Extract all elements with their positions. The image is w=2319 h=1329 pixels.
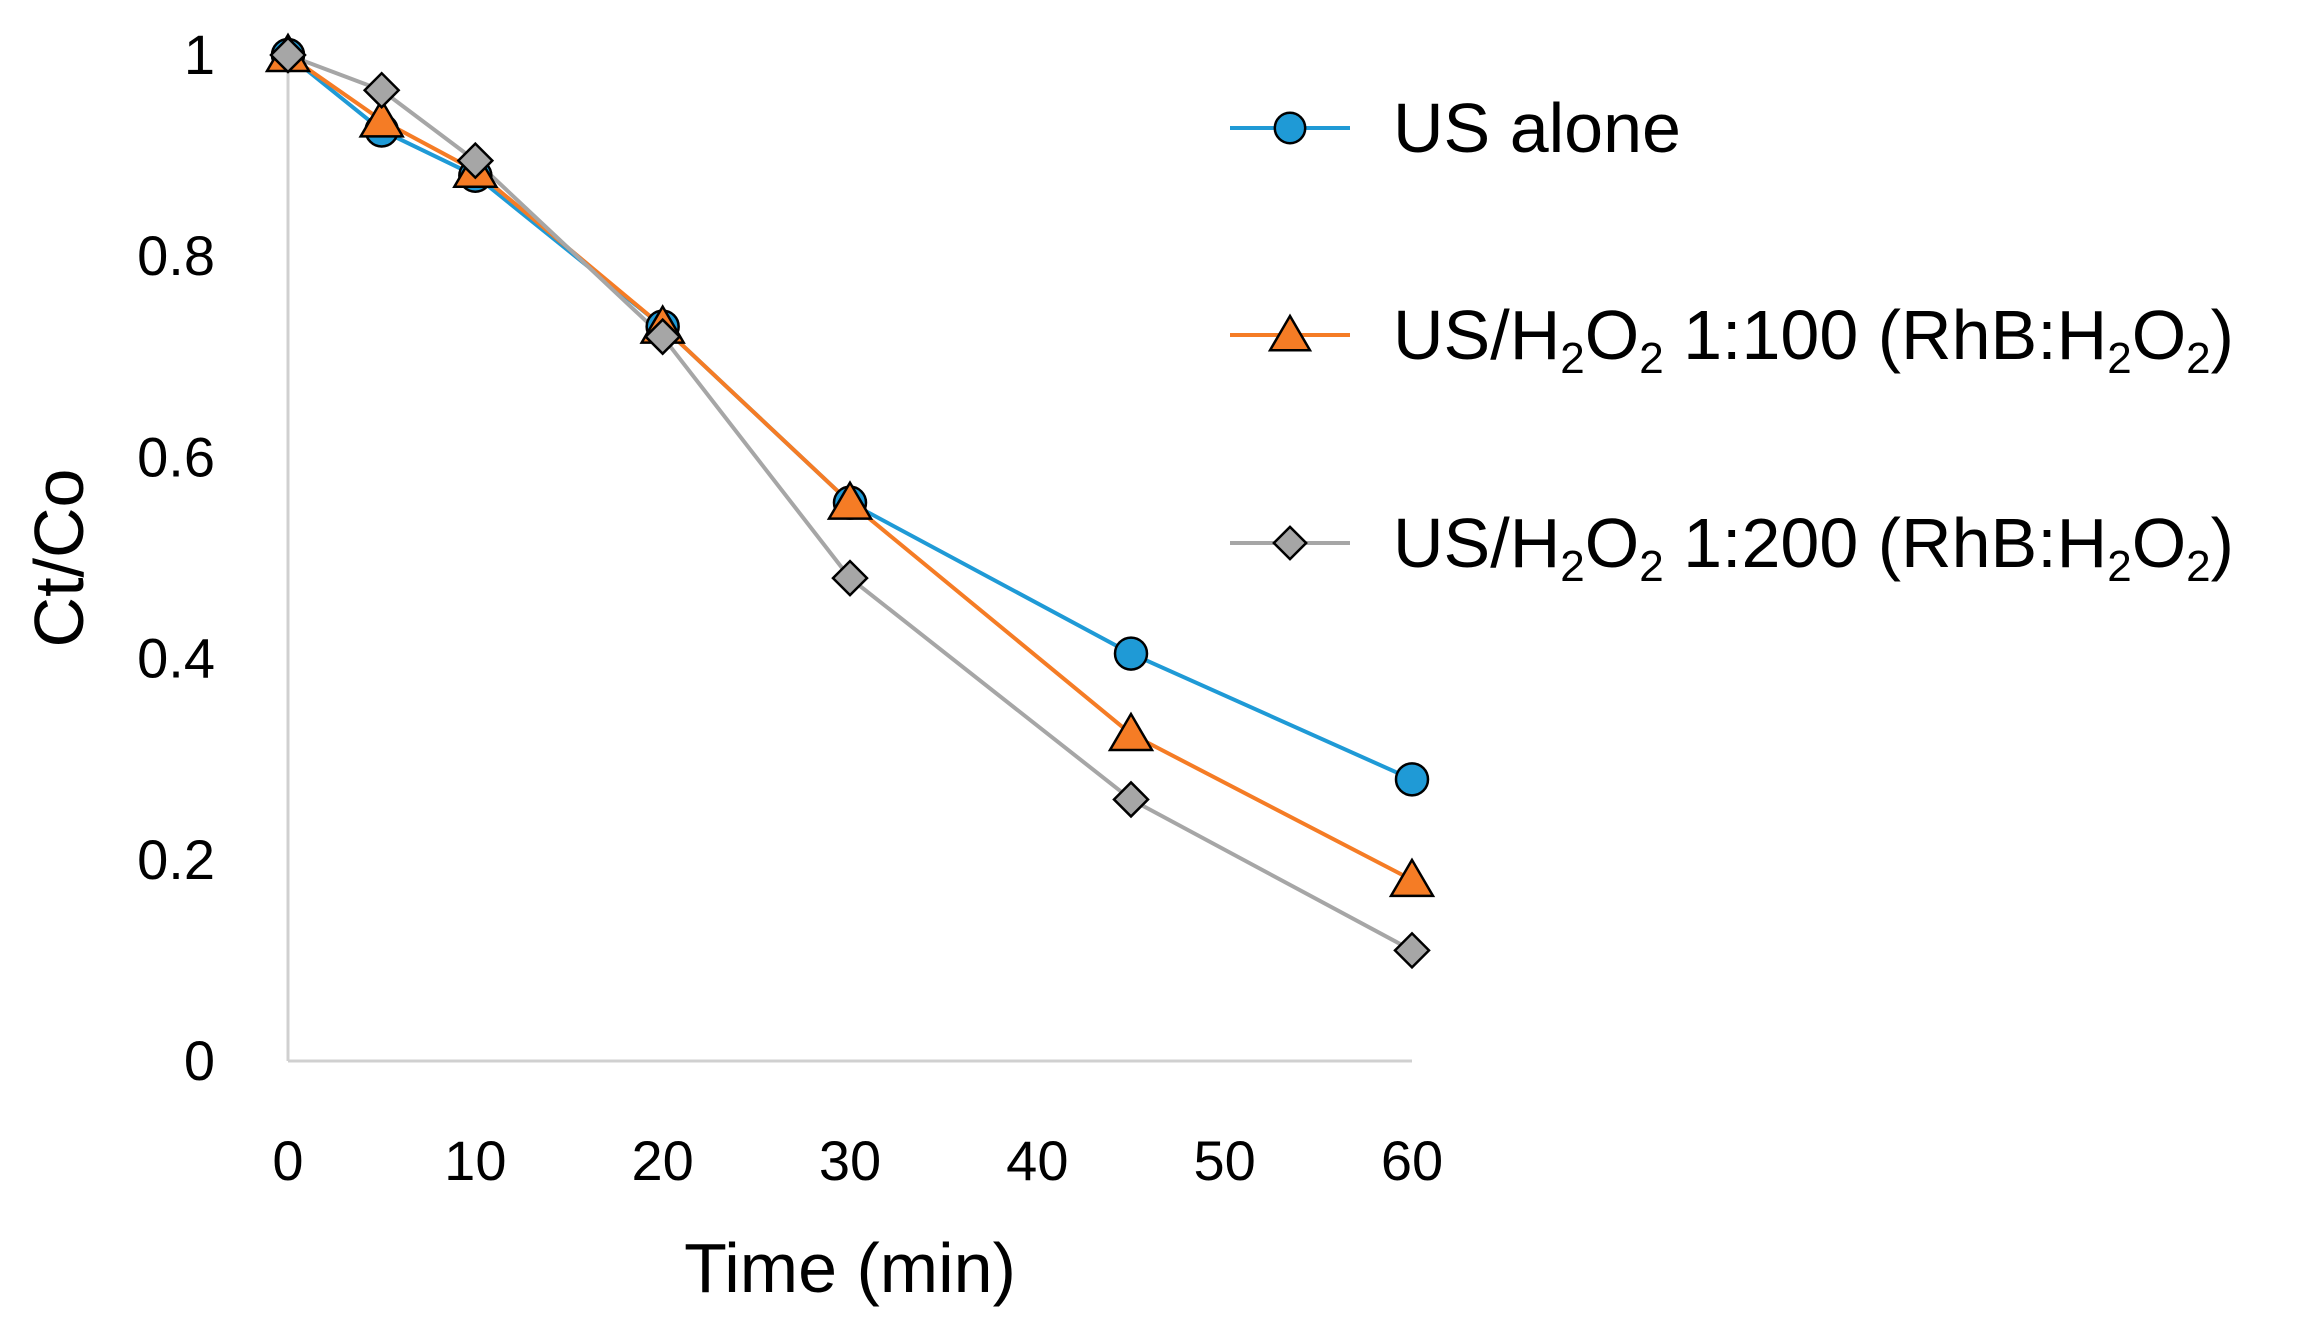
series-2-markers — [264, 32, 1436, 898]
data-point — [1393, 931, 1431, 970]
y-axis-title: Ct/Co — [20, 469, 98, 648]
data-point — [1394, 762, 1430, 797]
data-point — [362, 71, 401, 109]
x-tick-label: 30 — [819, 1129, 881, 1192]
data-point — [1388, 857, 1436, 898]
legend: US alone US/H2O2 1:100 (RhB:H2O2) US/H2O2 … — [1230, 89, 2234, 591]
y-tick-label: 0.8 — [137, 224, 215, 287]
data-point — [831, 559, 869, 597]
legend-item-1: US alone — [1230, 89, 1681, 167]
x-tick-label: 0 — [272, 1129, 303, 1192]
legend-label: US alone — [1393, 89, 1681, 167]
legend-item-3: US/H2O2 1:200 (RhB:H2O2) — [1230, 504, 2234, 591]
x-tick-label: 40 — [1006, 1129, 1068, 1192]
data-point — [1107, 711, 1155, 752]
series-line — [286, 53, 1413, 782]
legend-label: US/H2O2 1:200 (RhB:H2O2) — [1393, 504, 2234, 591]
x-tick-label: 60 — [1381, 1129, 1443, 1192]
x-tick-label: 20 — [632, 1129, 694, 1192]
data-point — [826, 480, 874, 520]
legend-marker — [1267, 313, 1313, 352]
x-tick-label: 50 — [1194, 1129, 1256, 1192]
y-tick-label: 0 — [184, 1029, 215, 1092]
x-axis-title: Time (min) — [684, 1229, 1016, 1307]
series-2 — [286, 53, 1413, 882]
legend-label: US/H2O2 1:100 (RhB:H2O2) — [1393, 296, 2234, 383]
plot-area — [264, 32, 1436, 970]
data-point — [1112, 780, 1150, 819]
x-tick-label: 10 — [444, 1129, 506, 1192]
series-3-markers — [269, 36, 1431, 970]
data-point — [269, 36, 307, 74]
y-tick-label: 0.4 — [137, 627, 215, 690]
series-1 — [286, 53, 1413, 782]
data-point — [456, 141, 495, 180]
series-line — [286, 53, 1413, 882]
legend-item-2: US/H2O2 1:100 (RhB:H2O2) — [1230, 296, 2234, 383]
legend-marker — [1273, 111, 1307, 145]
data-point — [358, 97, 405, 138]
data-point — [643, 317, 682, 356]
data-point — [1113, 636, 1149, 671]
y-tick-label: 1 — [184, 23, 215, 86]
y-tick-label: 0.2 — [137, 828, 215, 891]
legend-marker — [1272, 525, 1308, 561]
y-tick-label: 0.6 — [137, 425, 215, 488]
